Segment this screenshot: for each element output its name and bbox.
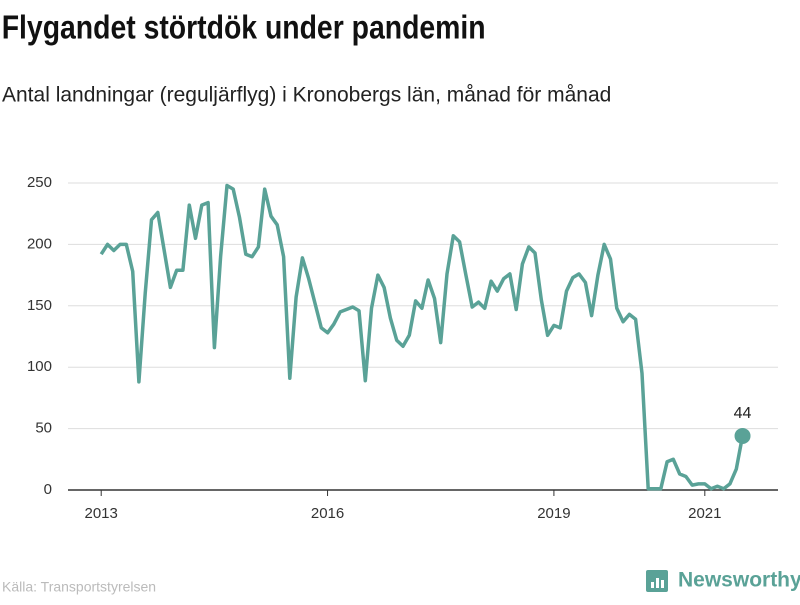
chart-title: Flygandet störtdök under pandemin [2,9,486,47]
end-marker [734,427,751,444]
y-tick-label: 250 [27,174,52,191]
data-line [99,183,745,491]
y-tick-label: 0 [44,481,52,498]
logo-bar [656,578,659,588]
source: Källa: Transportstyrelsen [2,579,156,595]
logo-bar [661,580,664,588]
data-label: 44 [734,405,752,422]
y-tick-label: 100 [27,358,52,375]
x-tick-label: 2016 [311,505,344,522]
chart-subtitle: Antal landningar (reguljärflyg) i Kronob… [2,84,611,107]
logo-bar [651,582,654,588]
y-tick-label: 200 [27,235,52,252]
y-tick-label: 50 [35,420,52,437]
y-tick-label: 150 [27,297,52,314]
x-tick-label: 2021 [688,505,721,522]
x-tick-label: 2019 [537,505,570,522]
x-tick-label: 2013 [85,505,118,522]
brand-name: Newsworthy [678,569,800,592]
brand-logo: Newsworthy [646,569,800,592]
